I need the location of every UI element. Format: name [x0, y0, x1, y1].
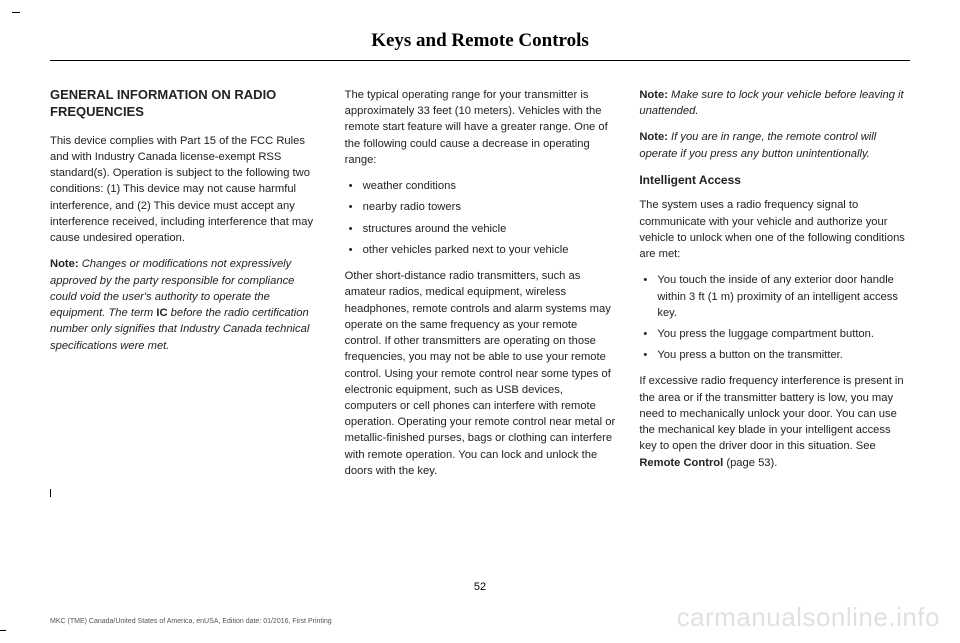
note-lock-vehicle: Note: Make sure to lock your vehicle bef… [639, 87, 910, 119]
section-heading-radio-freq: GENERAL INFORMATION ON RADIO FREQUENCIES [50, 87, 321, 121]
para-operating-range: The typical operating range for your tra… [345, 87, 616, 168]
note-unintentional-press: Note: If you are in range, the remote co… [639, 129, 910, 161]
page-header-title: Keys and Remote Controls [50, 30, 910, 60]
note-text: If you are in range, the remote control … [639, 131, 876, 159]
note-label: Note: [50, 258, 79, 270]
list-item: You touch the inside of any exterior doo… [639, 272, 910, 321]
remote-control-ref: Remote Control [639, 457, 723, 469]
column-2: The typical operating range for your tra… [345, 87, 616, 489]
list-item: weather conditions [345, 178, 616, 194]
footer-edition: MKC (TME) Canada/United States of Americ… [50, 618, 332, 625]
para-text-b: (page 53). [723, 457, 777, 469]
list-item: You press a button on the transmitter. [639, 347, 910, 363]
para-intelligent-access: The system uses a radio frequency signal… [639, 197, 910, 262]
watermark: carmanualsonline.info [677, 602, 940, 633]
note-modifications: Note: Changes or modifications not expre… [50, 256, 321, 353]
list-item: nearby radio towers [345, 199, 616, 215]
para-fcc-compliance: This device complies with Part 15 of the… [50, 133, 321, 247]
note-label: Note: [639, 131, 668, 143]
range-decrease-list: weather conditions nearby radio towers s… [345, 178, 616, 258]
page-number: 52 [0, 581, 960, 593]
para-text-a: If excessive radio frequency interferenc… [639, 375, 903, 452]
para-mechanical-key: If excessive radio frequency interferenc… [639, 373, 910, 470]
unlock-conditions-list: You touch the inside of any exterior doo… [639, 272, 910, 363]
list-item: structures around the vehicle [345, 221, 616, 237]
content-columns: GENERAL INFORMATION ON RADIO FREQUENCIES… [50, 87, 910, 489]
note-ic-bold: IC [156, 307, 167, 319]
subheading-intelligent-access: Intelligent Access [639, 172, 910, 189]
column-1: GENERAL INFORMATION ON RADIO FREQUENCIES… [50, 87, 321, 489]
note-text: Make sure to lock your vehicle before le… [639, 89, 903, 117]
column-3: Note: Make sure to lock your vehicle bef… [639, 87, 910, 489]
list-item: You press the luggage compartment button… [639, 326, 910, 342]
para-interference: Other short-distance radio transmitters,… [345, 268, 616, 479]
note-label: Note: [639, 89, 668, 101]
header-divider [50, 60, 910, 61]
list-item: other vehicles parked next to your vehic… [345, 242, 616, 258]
